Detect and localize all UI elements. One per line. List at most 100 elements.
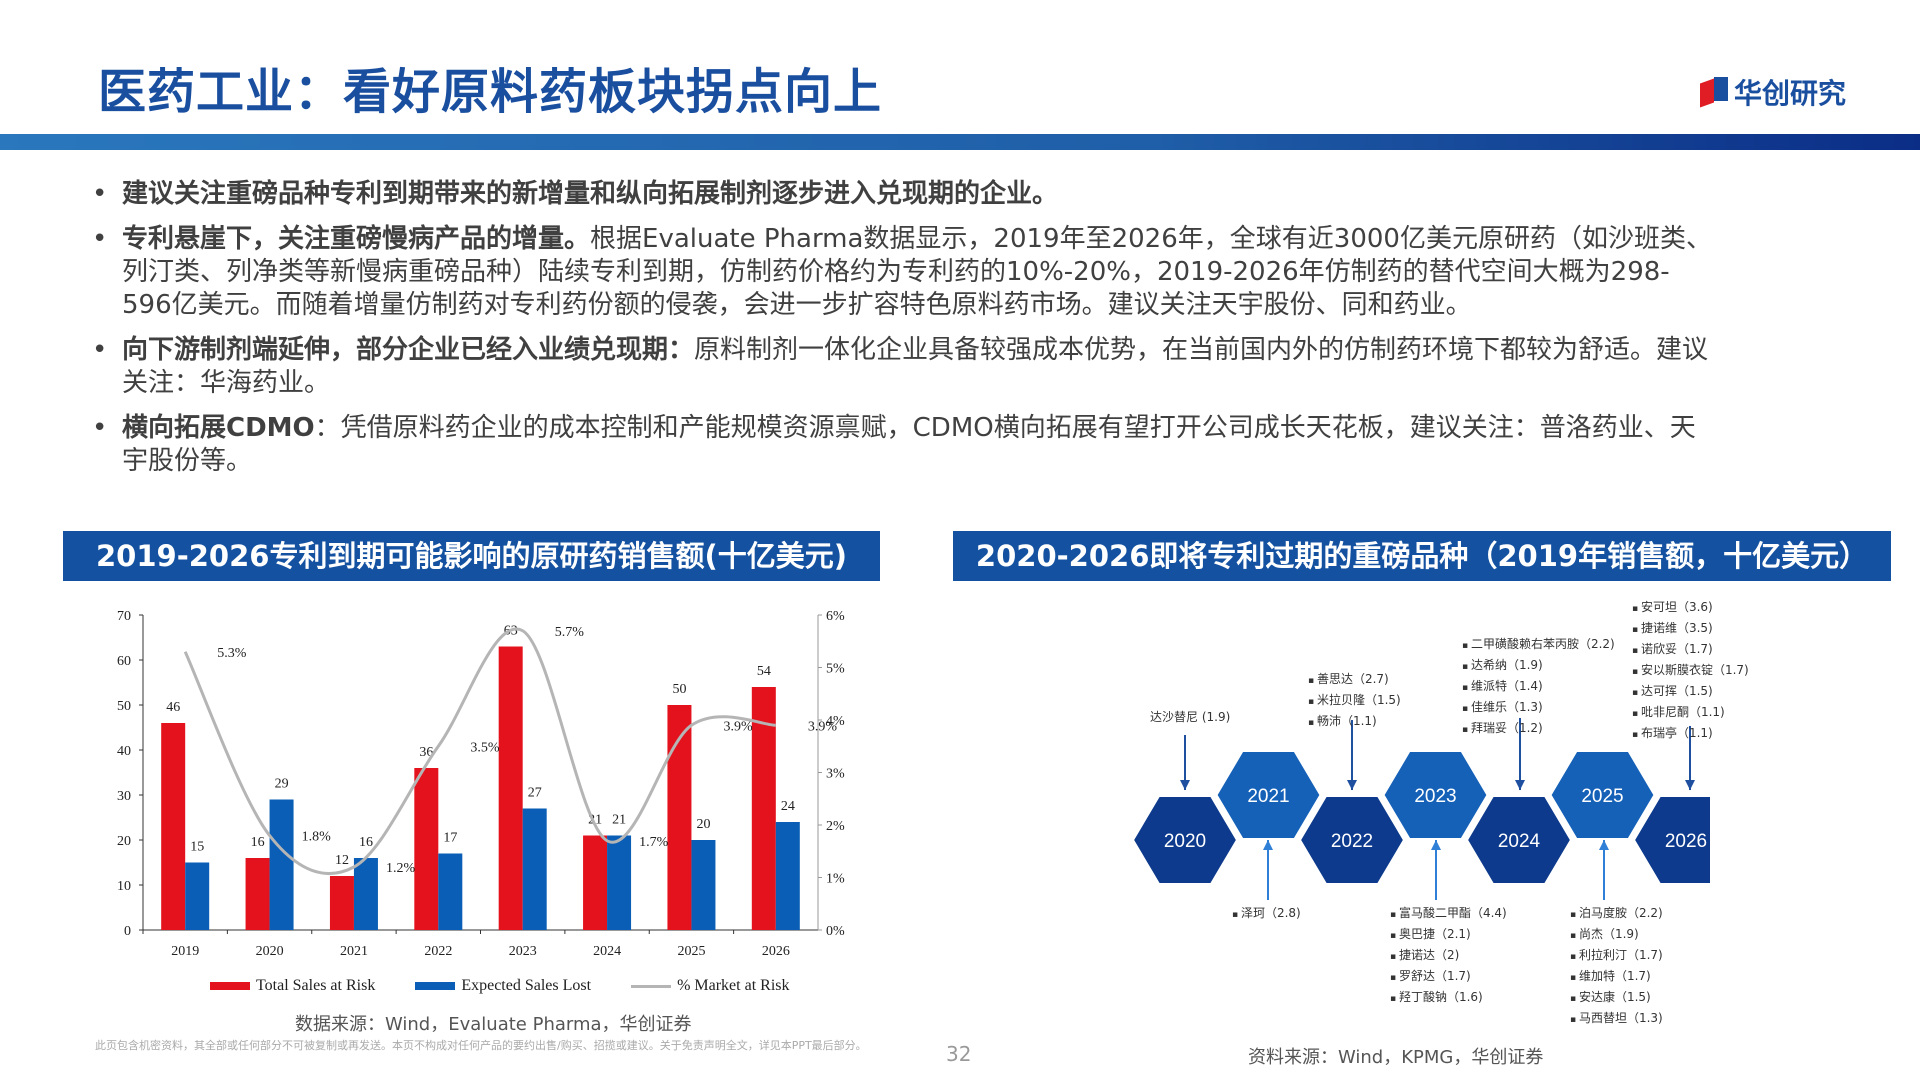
bullet-text: ：凭借原料药企业的成本控制和产能规模资源禀赋，CDMO横向拓展有望打开公司成长天…: [122, 413, 1696, 476]
svg-text:1%: 1%: [826, 872, 845, 887]
left-chart-heading: 2019-2026专利到期可能影响的原研药销售额(十亿美元): [63, 531, 880, 581]
drug-list-2020: 达沙替尼 (1.9): [1150, 708, 1230, 727]
bullet-text: 根据Evaluate Pharma数据显示，2019年至2026年，全球有近30…: [122, 224, 1712, 320]
cube-logo-icon: [1700, 77, 1728, 108]
bullet-dot-icon: •: [92, 224, 108, 254]
bullet-item: • 向下游制剂端延伸，部分企业已经入业绩兑现期：原料制剂一体化企业具备较强成本优势…: [92, 334, 1712, 400]
drug-item: 泊马度胺（2.2): [1570, 904, 1663, 925]
svg-text:2019: 2019: [171, 944, 199, 959]
drug-item: 达沙替尼 (1.9): [1150, 710, 1231, 724]
svg-text:0: 0: [124, 924, 131, 939]
svg-text:20: 20: [696, 817, 710, 832]
chart-legend: Total Sales at Risk Expected Sales Lost …: [210, 977, 789, 995]
svg-text:50: 50: [117, 699, 131, 714]
svg-text:2022: 2022: [1331, 831, 1373, 852]
svg-text:54: 54: [757, 664, 771, 679]
drug-item: 佳维乐（1.3): [1462, 698, 1615, 719]
logo-text: 华创研究: [1734, 77, 1847, 110]
bullet-item: • 建议关注重磅品种专利到期带来的新增量和纵向拓展制剂逐步进入兑现期的企业。: [92, 178, 1712, 211]
svg-text:3%: 3%: [826, 767, 845, 782]
drug-item: 羟丁酸钠（1.6): [1390, 988, 1507, 1009]
legend-label: % Market at Risk: [677, 977, 790, 994]
left-source-note: 数据来源：Wind，Evaluate Pharma，华创证券: [295, 1014, 692, 1035]
bullet-item: • 横向拓展CDMO：凭借原料药企业的成本控制和产能规模资源禀赋，CDMO横向拓展…: [92, 412, 1712, 478]
legend-item: % Market at Risk: [631, 977, 789, 995]
svg-text:3.9%: 3.9%: [723, 719, 753, 734]
svg-text:46: 46: [166, 700, 180, 715]
svg-text:1.8%: 1.8%: [302, 830, 332, 845]
drug-item: 安以斯膜衣锭（1.7): [1632, 661, 1749, 682]
svg-text:2025: 2025: [1581, 786, 1623, 807]
drug-item: 安可坦（3.6): [1632, 598, 1749, 619]
svg-text:2022: 2022: [424, 944, 452, 959]
svg-text:16: 16: [251, 835, 265, 850]
drug-item: 奥巴捷（2.1): [1390, 925, 1507, 946]
drug-list-2021: 泽珂（2.8): [1232, 904, 1301, 925]
drug-item: 达可挥（1.5): [1632, 682, 1749, 703]
svg-text:2%: 2%: [826, 819, 845, 834]
header-band: [0, 134, 1920, 150]
svg-text:2023: 2023: [509, 944, 537, 959]
svg-text:2026: 2026: [1665, 831, 1707, 852]
drug-item: 利拉利汀（1.7): [1570, 946, 1663, 967]
drug-item: 捷诺达（2): [1390, 946, 1507, 967]
bullet-bold: 专利悬崖下，关注重磅慢病产品的增量。: [122, 224, 591, 254]
bullet-bold: 建议关注重磅品种专利到期带来的新增量和纵向拓展制剂逐步进入兑现期的企业。: [122, 179, 1059, 209]
svg-text:6%: 6%: [826, 609, 845, 624]
svg-text:20: 20: [117, 834, 131, 849]
svg-text:10: 10: [117, 879, 131, 894]
bullet-text: 原料制剂一体化企业具备较强成本优势，在当前国内外的仿制药环境下都较为舒适。建议关…: [122, 335, 1709, 398]
drug-list-2025: 泊马度胺（2.2) 尚杰（1.9) 利拉利汀（1.7) 维加特（1.7) 安达康…: [1570, 904, 1663, 1030]
legend-blue-swatch-icon: [415, 982, 456, 990]
svg-text:2020: 2020: [1164, 831, 1206, 852]
drug-item: 吡非尼酮（1.1): [1632, 703, 1749, 724]
drug-item: 捷诺维（3.5): [1632, 619, 1749, 640]
svg-text:16: 16: [359, 835, 373, 850]
legend-item: Total Sales at Risk: [210, 977, 375, 995]
bullet-dot-icon: •: [92, 413, 108, 443]
svg-text:4%: 4%: [826, 714, 845, 729]
svg-text:27: 27: [528, 786, 542, 801]
year-hexagon-2023: 2023: [1382, 750, 1489, 840]
legend-label: Total Sales at Risk: [256, 977, 376, 994]
svg-text:3.9%: 3.9%: [808, 719, 838, 734]
sales-at-risk-chart: 0 10 20 30 40 50 60 70 0% 1% 2% 3% 4% 5% 6% 46 15 2019 16 2…: [117, 609, 845, 959]
right-chart-heading: 2020-2026即将专利过期的重磅品种（2019年销售额，十亿美元）: [953, 531, 1891, 581]
svg-text:5.7%: 5.7%: [555, 625, 585, 640]
svg-text:40: 40: [117, 744, 131, 759]
svg-text:3.5%: 3.5%: [470, 740, 500, 755]
drug-item: 诺欣妥（1.7): [1632, 640, 1749, 661]
svg-text:2023: 2023: [1414, 786, 1456, 807]
svg-text:2025: 2025: [677, 944, 705, 959]
drug-item: 畅沛（1.1): [1308, 712, 1401, 733]
drug-item: 达希纳（1.9): [1462, 656, 1615, 677]
year-hexagon-2024: 2024: [1465, 795, 1573, 885]
svg-text:2024: 2024: [593, 944, 621, 959]
legend-red-swatch-icon: [210, 982, 250, 990]
svg-text:50: 50: [672, 682, 686, 697]
year-hexagon-2020: 2020: [1131, 795, 1239, 885]
svg-text:0%: 0%: [826, 924, 845, 939]
drug-item: 二甲磺酸赖右苯丙胺（2.2): [1462, 635, 1615, 656]
drug-item: 善思达（2.7): [1308, 670, 1401, 691]
drug-item: 富马酸二甲酯（4.4): [1390, 904, 1507, 925]
year-hexagon-2021: 2021: [1215, 750, 1322, 840]
page-title: 医药工业：看好原料药板块拐点向上: [98, 64, 883, 120]
svg-text:2020: 2020: [256, 944, 284, 959]
bullet-dot-icon: •: [92, 335, 108, 365]
drug-item: 马西替坦（1.3): [1570, 1009, 1663, 1030]
bullet-bold: 横向拓展CDMO: [122, 413, 315, 443]
year-hexagon-2026: 2026: [1632, 795, 1710, 885]
svg-text:15: 15: [190, 840, 204, 855]
right-source-note: 资料来源：Wind，KPMG，华创证券: [1248, 1047, 1544, 1068]
drug-item: 布瑞亭（1.1): [1632, 724, 1749, 745]
svg-text:29: 29: [275, 777, 289, 792]
drug-item: 罗舒达（1.7): [1390, 967, 1507, 988]
disclaimer: 此页包含机密资料，其全部或任何部分不可被复制或再发送。本页不构成对任何产品的要约…: [95, 1039, 867, 1052]
legend-label: Expected Sales Lost: [461, 977, 592, 994]
drug-item: 维加特（1.7): [1570, 967, 1663, 988]
svg-text:70: 70: [117, 609, 131, 624]
patent-expiry-timeline: 2020 2021 2022 2023 2024 2025 2026: [1131, 750, 1710, 885]
svg-text:17: 17: [443, 831, 457, 846]
